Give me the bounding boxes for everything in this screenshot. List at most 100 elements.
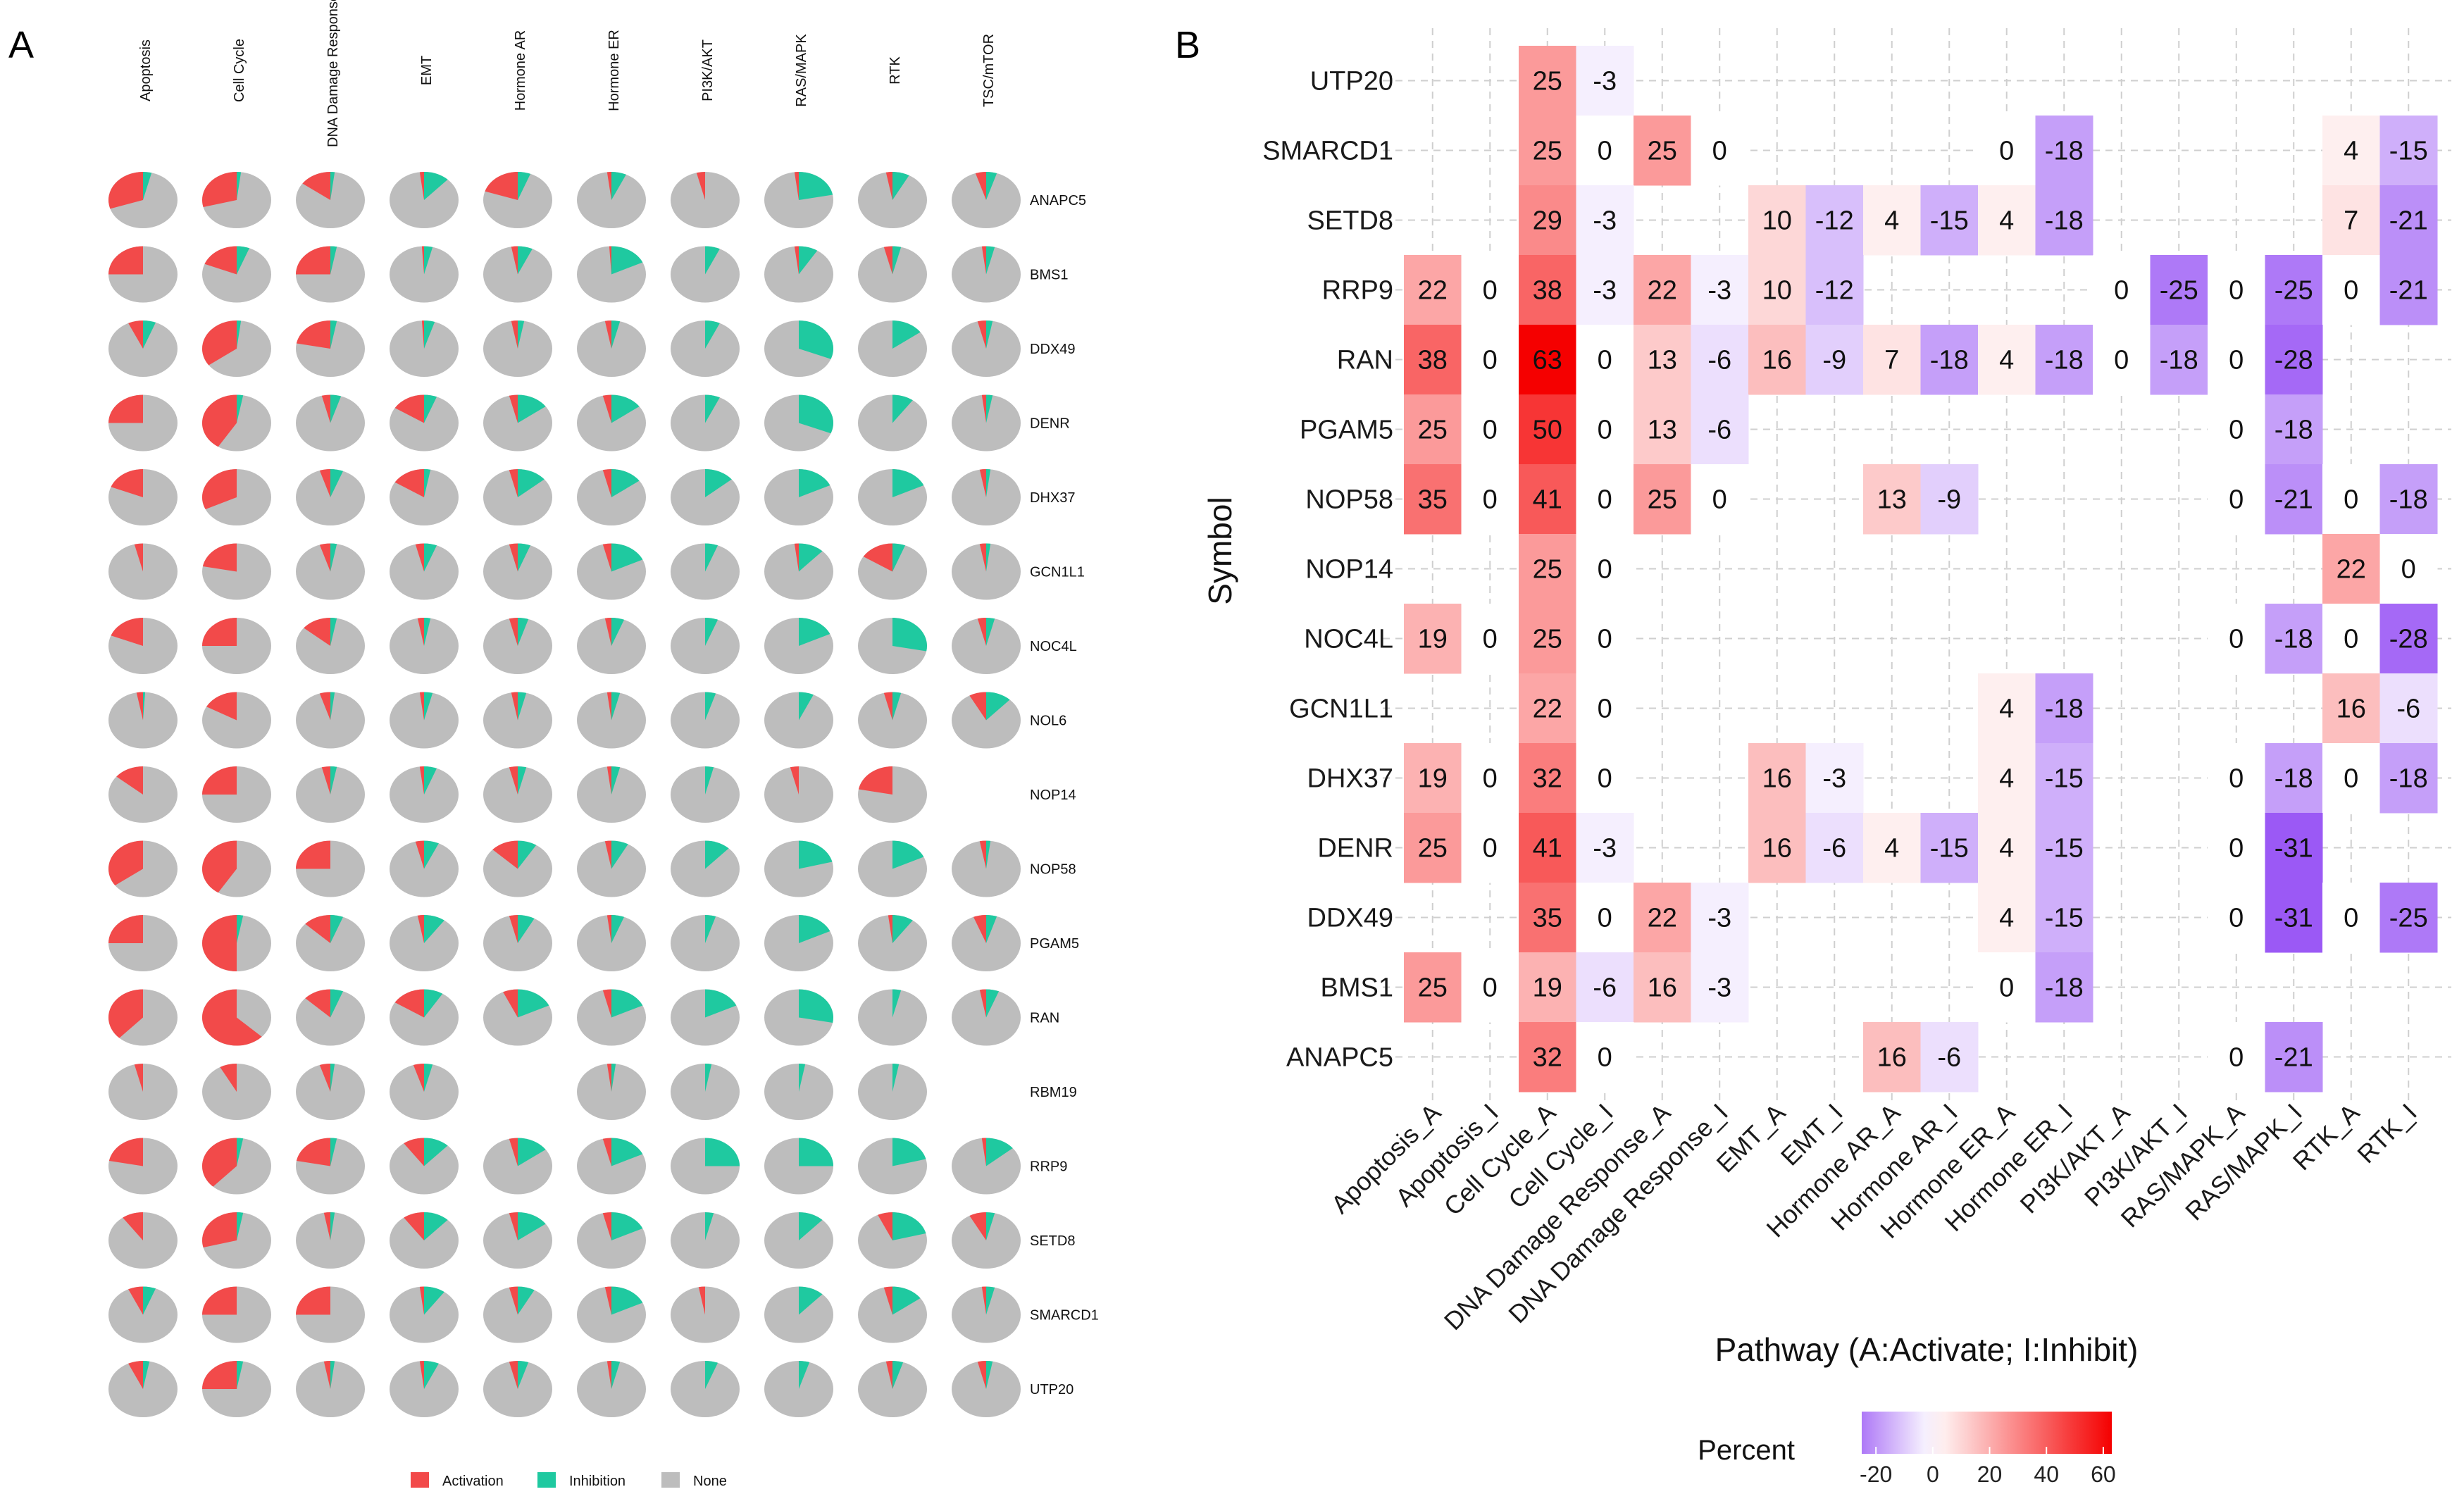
pie-slice-activation: [201, 989, 262, 1046]
pie: [296, 246, 365, 303]
heat-cell-value: 10: [1762, 206, 1792, 236]
heat-cell-value: 0: [2344, 276, 2358, 306]
pie-slice-inhibition: [611, 394, 640, 423]
pie: [764, 172, 833, 228]
heat-cell-value: 63: [1533, 346, 1562, 375]
pie: [108, 766, 178, 823]
pie-slice-inhibition: [424, 1286, 444, 1315]
pie: [483, 394, 552, 452]
heat-cell: [1863, 185, 1921, 256]
heat-cell-value: 22: [1533, 695, 1562, 724]
pie: [952, 246, 1021, 303]
pie: [764, 989, 833, 1046]
pie: [483, 766, 552, 823]
pie: [858, 172, 927, 228]
heat-cell: [1519, 883, 1576, 953]
pie-slice-inhibition: [705, 543, 718, 572]
heat-cell: [1920, 325, 1979, 395]
heat-cell-value: 0: [1483, 764, 1498, 794]
pie-slice-inhibition: [424, 320, 435, 349]
pie: [764, 1361, 833, 1417]
heat-cell-value: 16: [1648, 973, 1677, 1003]
heat-cell: [1576, 394, 1634, 465]
pie: [108, 172, 178, 228]
heat-cell-value: 4: [1999, 904, 2014, 933]
heat-cell: [1863, 464, 1921, 535]
pie-slice-activation: [885, 1361, 892, 1389]
pie-slice-inhibition: [330, 394, 342, 423]
pie-slice-inhibition: [330, 172, 335, 200]
pie-slice-activation: [421, 246, 424, 275]
pie: [390, 394, 459, 452]
pie-slice-inhibition: [330, 766, 337, 795]
heat-row-label: DHX37: [1307, 764, 1394, 794]
heat-cell-value: 4: [1999, 834, 2014, 864]
heat-cell: [2208, 1022, 2265, 1093]
pie: [296, 766, 365, 823]
pie-slice-inhibition: [986, 246, 995, 275]
pie-row-label: ANAPC5: [1030, 193, 1086, 208]
pie-slice-inhibition: [799, 692, 814, 721]
pie: [671, 1361, 740, 1417]
pie: [671, 469, 740, 525]
heat-cell: [2265, 743, 2323, 814]
pie-slice-inhibition: [611, 469, 640, 497]
pie-slice-activation: [979, 469, 986, 497]
pie-slice-inhibition: [330, 692, 335, 721]
heat-cell: [2379, 185, 2438, 256]
pie-slice-activation: [204, 246, 237, 275]
heat-cell: [2035, 952, 2093, 1023]
pie: [296, 469, 365, 525]
pie: [858, 989, 927, 1046]
heat-cell: [2208, 743, 2265, 814]
pie-slice-inhibition: [799, 989, 833, 1023]
pie-slice-activation: [509, 543, 518, 572]
pie-slice-activation: [979, 840, 986, 869]
pie-slice-inhibition: [799, 1286, 823, 1315]
pie-slice-activation: [394, 469, 424, 497]
heat-cell: [2322, 534, 2380, 604]
pie-slice-inhibition: [986, 1361, 993, 1389]
heat-cell-value: 0: [2229, 764, 2244, 794]
heat-cell: [1461, 952, 1519, 1023]
pie-slice-inhibition: [799, 1064, 806, 1092]
pie: [108, 1138, 178, 1195]
pie-slice-inhibition: [986, 692, 1010, 721]
pie-slice-inhibition: [892, 989, 902, 1018]
heat-cell: [1404, 255, 1462, 325]
heat-cell-value: 0: [1483, 625, 1498, 654]
legend-swatch: [661, 1472, 680, 1488]
heat-cell-value: -18: [2275, 764, 2313, 794]
pie-row-label: NOP58: [1030, 862, 1076, 878]
pie-slice-inhibition: [143, 320, 156, 349]
heat-cell: [2379, 743, 2438, 814]
pie: [671, 1064, 740, 1120]
pie-slice-inhibition: [799, 1138, 833, 1166]
legend-tick-label: 0: [1927, 1462, 1939, 1487]
heat-cell-value: 25: [1418, 973, 1448, 1003]
pie-slice-activation: [981, 394, 986, 423]
pie: [671, 840, 740, 897]
pie: [108, 320, 178, 377]
legend-colorbar: [1862, 1412, 2112, 1454]
heat-cell-value: 19: [1418, 625, 1448, 654]
heat-cell: [1519, 1022, 1576, 1093]
heat-cell-value: -3: [1593, 834, 1617, 864]
pie-slice-inhibition: [705, 618, 718, 646]
pie: [390, 1138, 459, 1195]
heat-cell-value: 4: [1999, 764, 2014, 794]
pie-slice-activation: [136, 692, 143, 721]
heat-cell: [1461, 813, 1519, 883]
pie: [296, 989, 365, 1046]
pie: [577, 692, 646, 749]
pie-col-label: RAS/MAPK: [794, 34, 809, 107]
pie-slice-inhibition: [705, 840, 729, 869]
heat-cell: [2379, 464, 2438, 535]
pie: [202, 1286, 271, 1343]
heat-cell-value: 19: [1533, 973, 1562, 1003]
pie: [201, 1212, 271, 1269]
pie-slice-activation: [979, 989, 986, 1018]
pie: [671, 692, 740, 749]
pie: [952, 543, 1021, 600]
heat-cell: [2265, 394, 2323, 465]
